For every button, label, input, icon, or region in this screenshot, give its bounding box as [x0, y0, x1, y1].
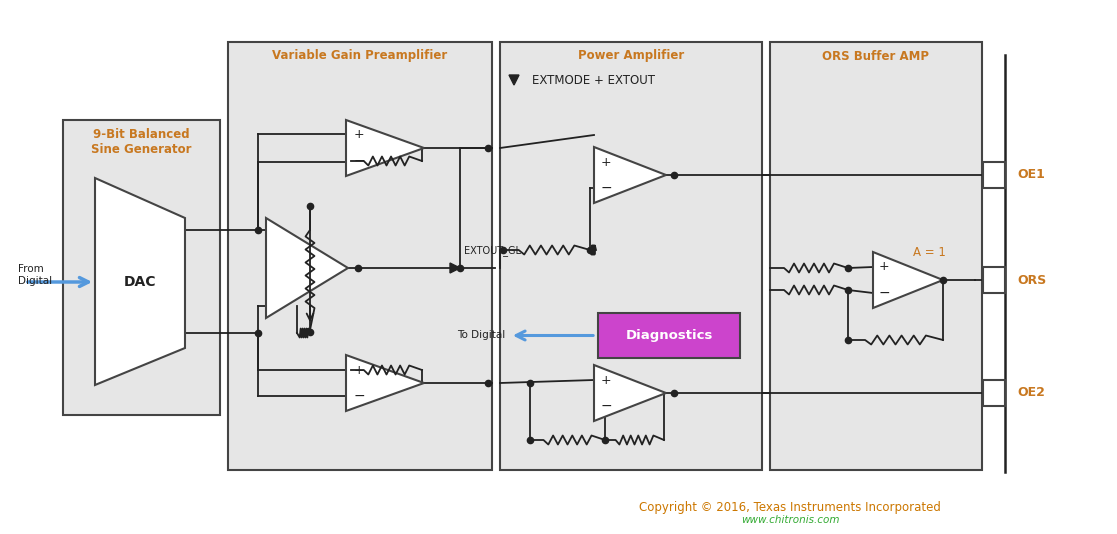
Text: OE1: OE1	[1016, 169, 1044, 182]
Bar	[598, 313, 739, 358]
Polygon shape	[266, 218, 349, 318]
Text: ORS: ORS	[1016, 273, 1047, 287]
Polygon shape	[594, 365, 666, 421]
Bar	[983, 162, 1005, 188]
Text: EXTOUT_GL: EXTOUT_GL	[464, 246, 521, 256]
Bar	[983, 380, 1005, 406]
Text: From
Digital: From Digital	[18, 264, 52, 286]
Polygon shape	[594, 147, 666, 203]
Text: +: +	[601, 155, 611, 169]
Text: +: +	[354, 129, 364, 142]
Text: ORS Buffer AMP: ORS Buffer AMP	[822, 50, 929, 62]
Text: Variable Gain Preamplifier: Variable Gain Preamplifier	[273, 50, 448, 62]
Polygon shape	[95, 178, 185, 385]
Text: +: +	[601, 373, 611, 387]
Bar	[228, 42, 491, 470]
Text: Power Amplifier: Power Amplifier	[577, 50, 684, 62]
Text: OE2: OE2	[1016, 387, 1044, 399]
Polygon shape	[346, 120, 424, 176]
Bar	[500, 42, 762, 470]
Polygon shape	[509, 75, 519, 85]
Text: +: +	[879, 261, 889, 273]
Bar	[770, 42, 982, 470]
Bar	[983, 267, 1005, 293]
Text: −: −	[878, 286, 890, 300]
Text: A = 1: A = 1	[913, 246, 946, 258]
Text: 9-Bit Balanced
Sine Generator: 9-Bit Balanced Sine Generator	[92, 128, 192, 156]
Text: EXTMODE + EXTOUT: EXTMODE + EXTOUT	[533, 74, 656, 87]
Text: To Digital: To Digital	[457, 331, 505, 341]
Text: −: −	[353, 154, 365, 168]
Text: −: −	[353, 389, 365, 403]
Bar	[63, 120, 220, 415]
Text: www.chitronis.com: www.chitronis.com	[741, 515, 839, 525]
Text: −: −	[600, 399, 612, 413]
Text: Copyright © 2016, Texas Instruments Incorporated: Copyright © 2016, Texas Instruments Inco…	[639, 500, 941, 514]
Polygon shape	[873, 252, 943, 308]
Text: −: −	[600, 181, 612, 195]
Text: Diagnostics: Diagnostics	[626, 329, 713, 342]
Polygon shape	[450, 263, 460, 273]
Text: DAC: DAC	[124, 275, 156, 289]
Text: +: +	[354, 364, 364, 376]
Polygon shape	[346, 355, 424, 411]
